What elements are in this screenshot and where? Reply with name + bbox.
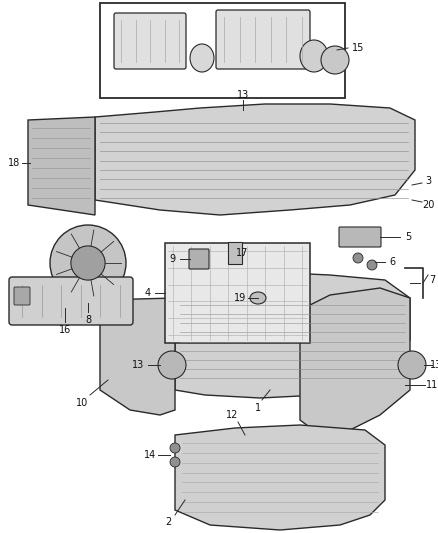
Circle shape (71, 246, 105, 280)
Circle shape (50, 225, 126, 301)
FancyBboxPatch shape (339, 227, 381, 247)
Text: 12: 12 (226, 410, 238, 420)
Text: 18: 18 (8, 158, 20, 168)
FancyBboxPatch shape (228, 242, 242, 264)
Text: 13: 13 (237, 90, 249, 100)
Text: 11: 11 (426, 380, 438, 390)
Polygon shape (175, 272, 410, 398)
Polygon shape (95, 104, 415, 215)
Text: 19: 19 (234, 293, 246, 303)
Text: 3: 3 (425, 176, 431, 186)
FancyBboxPatch shape (189, 249, 209, 269)
Polygon shape (300, 288, 410, 435)
Text: 8: 8 (85, 315, 91, 325)
Ellipse shape (250, 292, 266, 304)
Circle shape (353, 253, 363, 263)
Text: 15: 15 (352, 43, 364, 53)
Text: 17: 17 (236, 248, 248, 258)
Circle shape (367, 260, 377, 270)
Circle shape (170, 443, 180, 453)
FancyBboxPatch shape (9, 277, 133, 325)
Polygon shape (175, 425, 385, 530)
Circle shape (321, 46, 349, 74)
Bar (165, 243, 310, 343)
Text: 13: 13 (430, 360, 438, 370)
Text: 9: 9 (169, 254, 175, 264)
Text: 5: 5 (405, 232, 411, 242)
FancyBboxPatch shape (14, 287, 30, 305)
Text: 20: 20 (422, 200, 434, 210)
Ellipse shape (300, 40, 328, 72)
Polygon shape (100, 298, 175, 415)
Text: 2: 2 (165, 517, 171, 527)
FancyBboxPatch shape (216, 10, 310, 69)
Text: 1: 1 (255, 403, 261, 413)
Circle shape (398, 351, 426, 379)
Circle shape (170, 457, 180, 467)
FancyBboxPatch shape (114, 13, 186, 69)
Text: 10: 10 (76, 398, 88, 408)
Bar (100, 3, 345, 98)
Text: 13: 13 (132, 360, 144, 370)
Text: 4: 4 (145, 288, 151, 298)
Text: 7: 7 (429, 275, 435, 285)
Polygon shape (28, 117, 95, 215)
Circle shape (158, 351, 186, 379)
Text: 6: 6 (389, 257, 395, 267)
Ellipse shape (190, 44, 214, 72)
Text: 14: 14 (144, 450, 156, 460)
Text: 16: 16 (59, 325, 71, 335)
